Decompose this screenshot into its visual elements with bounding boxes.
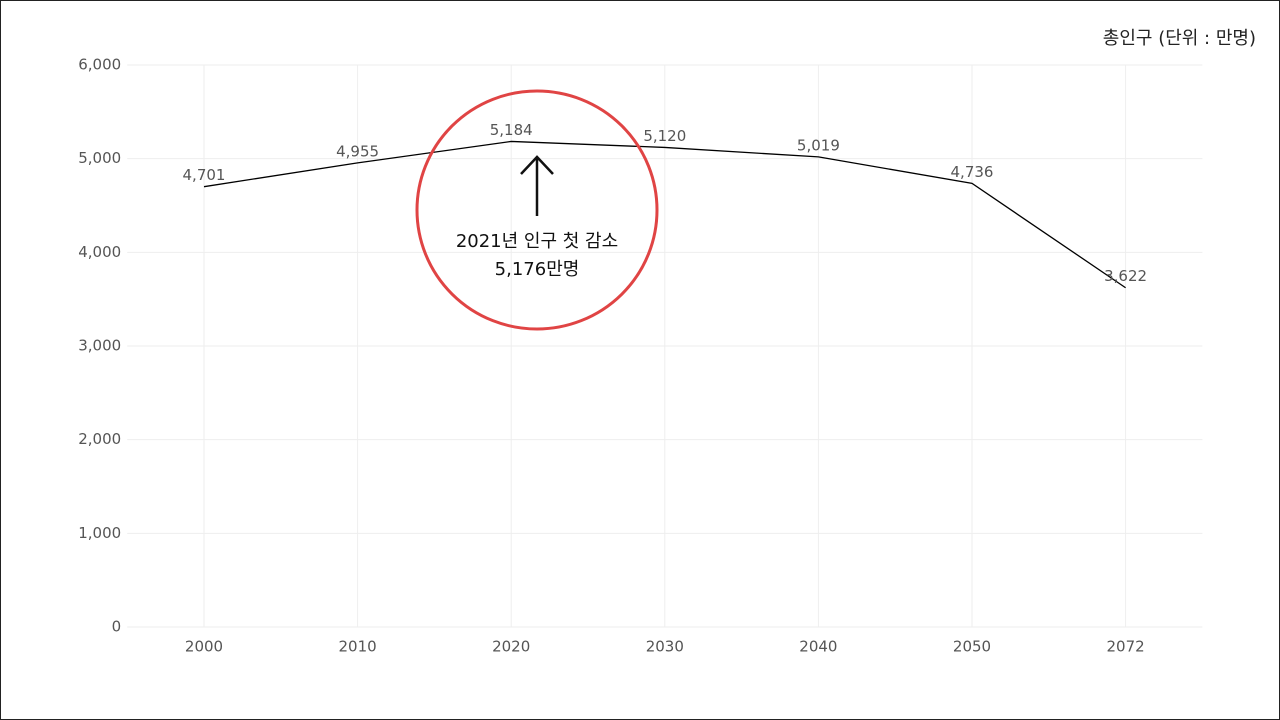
- y-tick-label: 6,000: [78, 56, 121, 74]
- y-tick-label: 1,000: [78, 524, 121, 542]
- data-label: 4,701: [183, 166, 226, 184]
- highlight-circle: [415, 89, 659, 331]
- x-tick-label: 2010: [339, 638, 377, 656]
- y-tick-label: 4,000: [78, 243, 121, 261]
- x-tick-label: 2000: [185, 638, 223, 656]
- x-tick-label: 2040: [799, 638, 837, 656]
- annotation-text: 2021년 인구 첫 감소: [456, 231, 618, 252]
- data-label: 5,120: [643, 127, 686, 145]
- x-tick-label: 2050: [953, 638, 991, 656]
- data-label: 5,184: [490, 121, 533, 139]
- y-tick-label: 0: [112, 618, 122, 636]
- data-label: 4,955: [336, 142, 379, 160]
- x-tick-label: 2030: [646, 638, 684, 656]
- y-tick-label: 5,000: [78, 149, 121, 167]
- x-tick-label: 2072: [1107, 638, 1145, 656]
- data-label: 3,622: [1104, 267, 1147, 285]
- data-label: 5,019: [797, 136, 840, 154]
- y-tick-label: 3,000: [78, 337, 121, 355]
- arrow-head: [520, 155, 554, 175]
- line: [203, 140, 1126, 289]
- y-tick-label: 2,000: [78, 430, 121, 448]
- data-label: 4,736: [951, 163, 994, 181]
- annotation-text: 5,176만명: [495, 259, 580, 280]
- unit-label: 총인구 (단위 : 만명): [1103, 28, 1256, 49]
- x-tick-label: 2020: [492, 638, 530, 656]
